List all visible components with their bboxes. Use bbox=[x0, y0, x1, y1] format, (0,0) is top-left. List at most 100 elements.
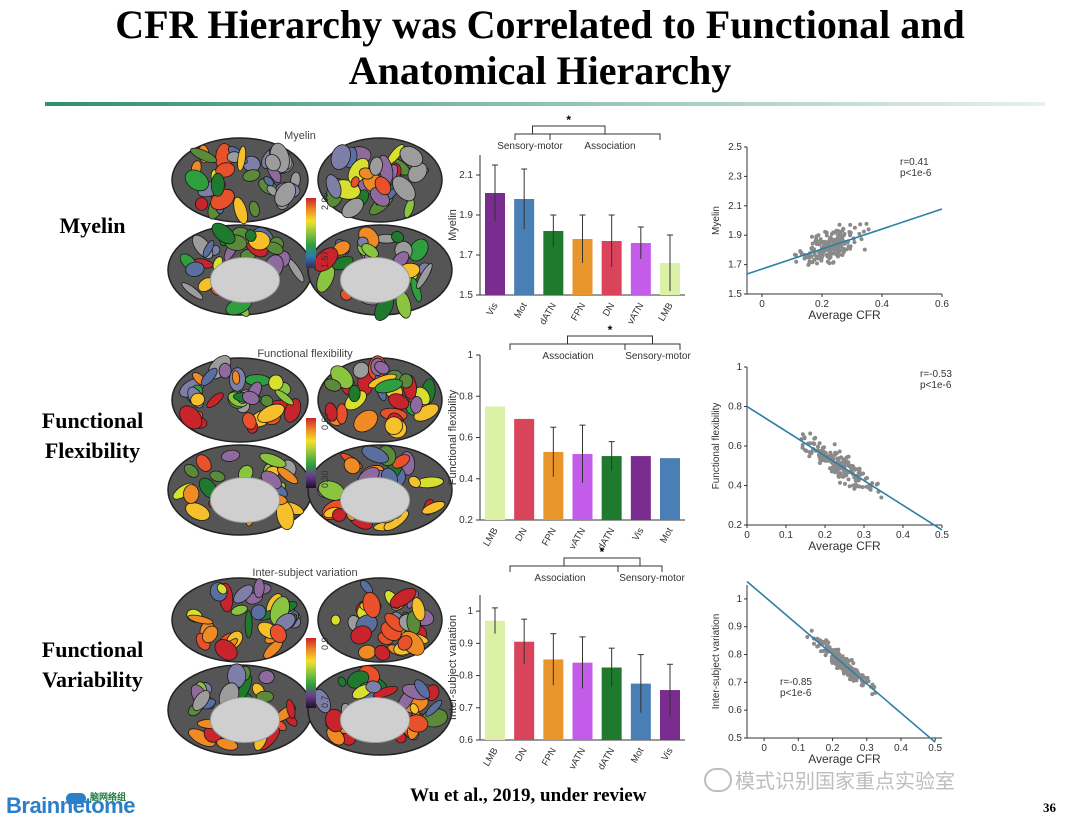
scatter-point bbox=[879, 495, 884, 500]
scatter-point bbox=[839, 460, 844, 465]
x-tick-label: 0.3 bbox=[860, 743, 874, 754]
brain-parcel bbox=[195, 454, 212, 472]
brain-parcel bbox=[237, 145, 247, 172]
brain-parcel bbox=[343, 457, 361, 475]
medial-wall bbox=[209, 477, 281, 523]
y-tick-label: 1.9 bbox=[459, 210, 473, 221]
scatter-point bbox=[852, 225, 857, 230]
bar-vatn bbox=[572, 454, 593, 520]
brain-parcel bbox=[350, 625, 372, 645]
x-tick-label: dATN bbox=[596, 746, 617, 772]
scatter-point bbox=[828, 255, 833, 260]
x-tick-label: FPN bbox=[540, 526, 559, 548]
medial-wall bbox=[339, 697, 411, 743]
bar-lmb bbox=[485, 406, 505, 520]
x-tick-label: vATN bbox=[625, 301, 646, 327]
significance-bracket bbox=[532, 125, 606, 134]
brain-parcel bbox=[392, 175, 416, 202]
y-tick-label: 0.8 bbox=[459, 671, 473, 682]
brain-parcel bbox=[211, 222, 236, 245]
r-value-label: r=-0.53 bbox=[920, 369, 952, 380]
brain-parcel bbox=[353, 409, 378, 433]
x-tick-label: Vis bbox=[660, 746, 676, 763]
x-tick-label: LMB bbox=[481, 526, 500, 548]
scatter-point bbox=[828, 647, 833, 652]
x-tick-label: 0.3 bbox=[857, 530, 871, 541]
scatter-point bbox=[794, 259, 799, 264]
x-tick-label: Vis bbox=[630, 526, 646, 543]
brain-hemisphere bbox=[167, 222, 313, 317]
scatter-point bbox=[868, 487, 873, 492]
title-line-1: CFR Hierarchy was Correlated to Function… bbox=[115, 2, 965, 47]
group-label: Association bbox=[542, 351, 593, 362]
y-tick-label: 0.8 bbox=[728, 402, 742, 413]
scatter-point bbox=[792, 252, 797, 257]
scatter-point bbox=[859, 237, 864, 242]
brain-parcel bbox=[324, 402, 338, 422]
scatter-point bbox=[828, 466, 832, 471]
brain-hemisphere bbox=[307, 664, 453, 756]
brain-parcel bbox=[194, 197, 209, 211]
brain-parcel bbox=[389, 587, 417, 608]
x-tick-label: 0.2 bbox=[815, 299, 829, 310]
y-tick-label: 0.8 bbox=[459, 391, 473, 402]
brain-parcel bbox=[413, 403, 440, 422]
scatter-point bbox=[807, 454, 812, 459]
bracket-1 bbox=[509, 343, 626, 350]
regression-line bbox=[746, 208, 943, 275]
bar-dn bbox=[514, 641, 535, 740]
title-divider bbox=[45, 102, 1045, 106]
scatter-point bbox=[839, 237, 844, 242]
brain-parcel bbox=[244, 610, 253, 639]
x-tick-label: 0 bbox=[761, 743, 767, 754]
regression-line bbox=[746, 405, 943, 531]
p-value-label: p<1e-6 bbox=[900, 168, 932, 179]
y-axis-label: Inter-subject variation bbox=[711, 614, 722, 710]
scatter-point bbox=[821, 240, 826, 245]
scatter-point bbox=[848, 246, 852, 251]
significance-star: * bbox=[600, 545, 605, 559]
brain-title-variability: Inter-subject variation bbox=[252, 567, 358, 579]
x-tick-label: LMB bbox=[656, 301, 675, 323]
scatter-point bbox=[811, 441, 816, 446]
y-tick-label: 1.9 bbox=[728, 230, 742, 241]
scatter-point bbox=[835, 239, 840, 244]
x-tick-label: Mot bbox=[658, 526, 676, 546]
brain-parcel bbox=[248, 200, 260, 218]
y-tick-label: 1 bbox=[736, 594, 742, 605]
brain-hemisphere bbox=[167, 663, 313, 756]
brain-parcel bbox=[185, 261, 205, 277]
y-tick-label: 1 bbox=[467, 350, 473, 361]
significance-star: * bbox=[608, 323, 613, 337]
r-value-label: r=0.41 bbox=[900, 157, 929, 168]
brain-hemisphere bbox=[307, 224, 453, 321]
scatter-point bbox=[808, 431, 813, 436]
scatter-point bbox=[852, 467, 857, 472]
brain-parcel bbox=[286, 699, 296, 719]
row-label-line: Myelin bbox=[59, 213, 126, 238]
y-tick-label: 2.1 bbox=[459, 170, 473, 181]
scatter-point bbox=[827, 261, 832, 266]
color-scale-bar bbox=[306, 198, 316, 268]
scatter-point bbox=[852, 667, 857, 672]
brain-parcel bbox=[264, 154, 281, 172]
scatter-point bbox=[866, 227, 871, 232]
scatter-point bbox=[810, 241, 815, 246]
logo-subtitle: 脑网络组 bbox=[90, 792, 127, 802]
brain-parcel bbox=[187, 614, 214, 625]
brain-parcel bbox=[274, 389, 294, 406]
brain-parcel bbox=[337, 676, 347, 687]
brain-parcel bbox=[324, 378, 342, 392]
x-tick-label: 0.1 bbox=[779, 530, 793, 541]
bar-fpn bbox=[572, 239, 593, 295]
scatter-point bbox=[815, 644, 820, 649]
scatter-point bbox=[815, 241, 820, 246]
y-tick-label: 0.4 bbox=[459, 474, 473, 485]
scatter-point bbox=[809, 246, 814, 251]
brain-parcel bbox=[183, 463, 199, 478]
brain-parcel bbox=[183, 484, 200, 504]
brain-parcel bbox=[268, 374, 284, 391]
scatter-point bbox=[814, 234, 819, 239]
medial-wall bbox=[209, 697, 281, 743]
color-scale-bar bbox=[306, 418, 316, 488]
